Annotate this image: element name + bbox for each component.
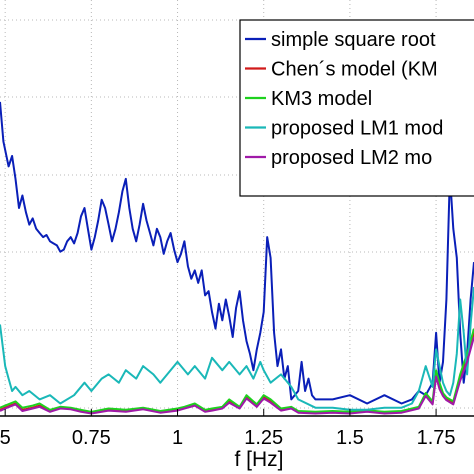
x-tick-label: 1.25	[244, 427, 283, 449]
x-tick-label: 1	[172, 427, 183, 449]
series-line-1	[0, 101, 474, 405]
x-tick-label: 0.75	[72, 427, 111, 449]
grid	[0, 0, 474, 416]
legend-label-2: Chen´s model (KM	[271, 59, 438, 81]
series-line-4	[0, 286, 474, 411]
legend-label-1: simple square root	[271, 29, 436, 51]
legend: simple square root Chen´s model (KM KM3 mo…	[239, 19, 474, 197]
legend-label-3: KM3 model	[271, 88, 372, 110]
x-tick-label: 1.75	[417, 427, 456, 449]
legend-label-4: proposed LM1 mod	[271, 118, 443, 140]
legend-label-5: proposed LM2 mo	[271, 147, 432, 169]
x-axis-ticks: 5 0.75 1 1.25 1.5 1.75	[0, 409, 456, 449]
series-lines	[0, 101, 474, 415]
legend-box	[239, 19, 474, 197]
x-tick-label: 1.5	[336, 427, 364, 449]
x-axis-label: f [Hz]	[234, 448, 283, 471]
series-line-5	[0, 336, 474, 415]
x-tick-label: 5	[0, 427, 11, 449]
